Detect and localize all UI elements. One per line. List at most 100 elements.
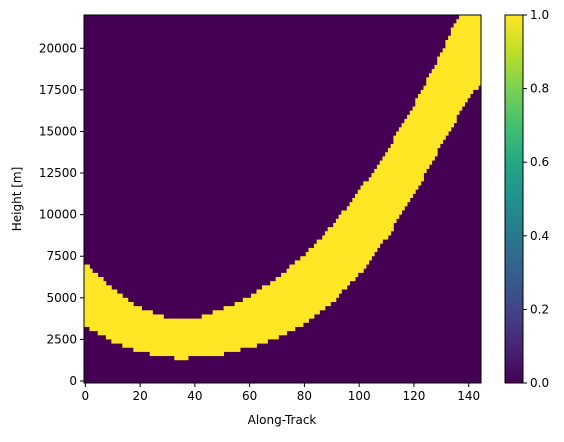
heatmap-band-column <box>379 160 383 244</box>
heatmap-band-column <box>160 314 164 357</box>
heatmap-band-column <box>226 306 230 352</box>
heatmap-band-column <box>333 222 337 302</box>
heatmap-band-column <box>368 177 372 261</box>
heatmap-band-column <box>283 272 288 336</box>
heatmap-band-column <box>346 206 350 286</box>
heatmap-band-column <box>423 85 427 174</box>
y-tick-label: 5000 <box>46 291 77 305</box>
heatmap-band-column <box>193 318 197 357</box>
heatmap-band <box>84 15 481 361</box>
heatmap-band-column <box>366 181 370 265</box>
heatmap-band-column <box>316 239 320 315</box>
heatmap-band-column <box>270 281 274 340</box>
heatmap-band-column <box>100 277 104 336</box>
heatmap-band-column <box>461 15 465 107</box>
heatmap-band-column <box>111 289 115 344</box>
heatmap-band-column <box>125 297 129 348</box>
heatmap-band-column <box>300 256 304 327</box>
colorbar-tick-label: 0.6 <box>530 155 549 169</box>
heatmap-band-column <box>94 272 99 332</box>
heatmap-band-column <box>174 318 178 361</box>
colorbar-tick-label: 1.0 <box>530 8 549 22</box>
heatmap-band-column <box>261 285 266 344</box>
heatmap-band-column <box>133 306 137 352</box>
x-tick-label: 0 <box>82 389 90 403</box>
heatmap-band-column <box>92 272 96 332</box>
colorbar-frame <box>504 14 524 384</box>
heatmap-band-column <box>437 56 441 149</box>
heatmap-band-column <box>177 318 181 361</box>
heatmap-band-column <box>324 231 329 307</box>
heatmap-band-column <box>267 285 271 340</box>
heatmap-band-column <box>86 264 90 327</box>
colorbar-tick-label: 0.8 <box>530 82 549 96</box>
heatmap-band-column <box>149 310 153 357</box>
heatmap-band-column <box>341 210 345 290</box>
heatmap-band-column <box>141 310 145 352</box>
heatmap-band-column <box>415 98 419 190</box>
heatmap-band-column <box>157 314 162 357</box>
colorbar-tick-label: 0.2 <box>530 302 549 316</box>
heatmap-band-column <box>218 310 222 357</box>
heatmap-band-column <box>103 281 107 336</box>
heatmap-band-column <box>215 310 219 357</box>
colorbar-tick-label: 0.0 <box>530 376 549 390</box>
heatmap-plot-area <box>83 14 482 384</box>
heatmap-band-column <box>152 314 156 357</box>
heatmap-band-column <box>376 164 381 248</box>
heatmap-band-column <box>335 218 340 298</box>
heatmap-band-column <box>89 268 93 332</box>
heatmap-band-column <box>264 285 268 344</box>
heatmap-band-column <box>453 23 457 124</box>
heatmap-band-column <box>242 297 246 348</box>
heatmap-band-column <box>245 297 249 348</box>
heatmap-band-column <box>431 69 435 161</box>
heatmap-band-column <box>294 260 298 327</box>
heatmap-band-column <box>204 314 208 357</box>
x-tick-label: 20 <box>132 389 147 403</box>
heatmap-band-column <box>357 189 361 273</box>
heatmap-band-column <box>275 277 279 340</box>
heatmap-band-column <box>428 73 433 165</box>
heatmap-band-column <box>344 210 348 290</box>
heatmap-band-column <box>190 318 194 357</box>
heatmap-band-column <box>349 202 353 282</box>
heatmap-band-column <box>166 318 170 357</box>
heatmap-band-column <box>448 35 452 132</box>
heatmap-band-column <box>426 77 430 169</box>
heatmap-band-column <box>105 285 110 340</box>
y-tick-label: 12500 <box>39 166 77 180</box>
heatmap-band-column <box>363 181 367 269</box>
heatmap-band-column <box>442 48 446 140</box>
heatmap-band-column <box>281 272 285 336</box>
heatmap-band-column <box>467 15 471 99</box>
heatmap-band-column <box>136 306 140 352</box>
colorbar-axis: 0.0 0.2 0.4 0.6 0.8 1.0 <box>523 8 549 390</box>
heatmap-band-column <box>470 15 474 95</box>
heatmap-band-column <box>409 110 413 198</box>
heatmap-band-column <box>130 301 134 348</box>
heatmap-band-column <box>439 52 444 144</box>
heatmap-band-column <box>163 318 167 357</box>
heatmap-band-column <box>464 15 468 103</box>
x-tick-label: 140 <box>457 389 480 403</box>
heatmap-band-column <box>127 301 131 348</box>
heatmap-band-column <box>253 293 257 348</box>
heatmap-band-column <box>231 306 235 352</box>
heatmap-band-column <box>220 310 225 357</box>
heatmap-band-column <box>322 235 326 311</box>
colorbar-tick-label: 0.4 <box>530 229 549 243</box>
heatmap-band-column <box>401 123 405 211</box>
heatmap-band-column <box>168 318 173 357</box>
heatmap-band-column <box>212 310 216 357</box>
heatmap-band-column <box>256 289 260 344</box>
heatmap-band-column <box>360 185 364 273</box>
heatmap-band-column <box>201 314 205 357</box>
heatmap-band-column <box>278 277 282 336</box>
heatmap-band-column <box>286 268 290 332</box>
heatmap-band-column <box>116 293 120 344</box>
heatmap-band-column <box>248 297 252 348</box>
heatmap-band-column <box>319 239 323 311</box>
y-tick-label: 7500 <box>46 249 77 263</box>
